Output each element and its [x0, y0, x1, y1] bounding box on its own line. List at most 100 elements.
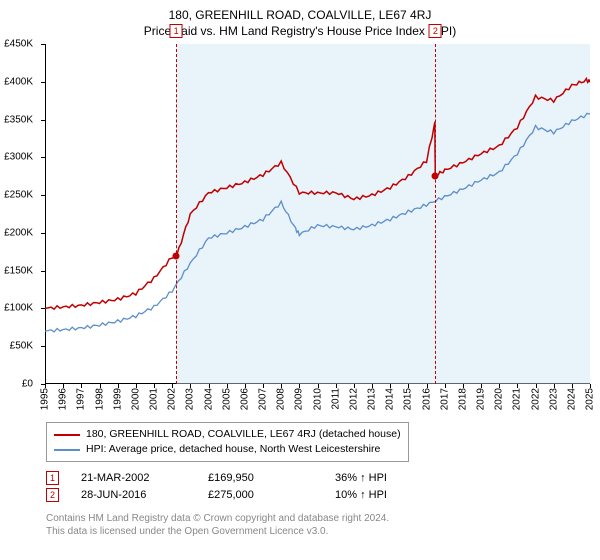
y-tick-label: £100K [0, 303, 33, 314]
x-tick [154, 384, 155, 388]
sale-date: 21-MAR-2002 [81, 472, 186, 484]
x-tick [408, 384, 409, 388]
x-tick-label: 2018 [457, 388, 468, 410]
x-tick [81, 384, 82, 388]
x-tick-label: 2007 [258, 388, 269, 410]
sale-marker-dot [173, 252, 180, 259]
sale-marker-line [435, 44, 436, 384]
chart-svg [45, 44, 590, 384]
x-tick [227, 384, 228, 388]
legend-swatch [54, 449, 80, 451]
x-tick [536, 384, 537, 388]
legend-label: 180, GREENHILL ROAD, COALVILLE, LE67 4RJ… [86, 427, 401, 442]
x-tick-label: 1999 [112, 388, 123, 410]
series-line [45, 79, 590, 310]
legend-item: HPI: Average price, detached house, Nort… [54, 442, 401, 457]
x-tick-label: 2012 [348, 388, 359, 410]
legend-item: 180, GREENHILL ROAD, COALVILLE, LE67 4RJ… [54, 427, 401, 442]
x-tick [427, 384, 428, 388]
x-tick-label: 2021 [512, 388, 523, 410]
x-tick-label: 2019 [476, 388, 487, 410]
x-tick-label: 2014 [385, 388, 396, 410]
x-tick [372, 384, 373, 388]
chart-plot-area: 1995199619971998199920002001200220032004… [45, 44, 590, 384]
x-tick-label: 2023 [548, 388, 559, 410]
y-tick-label: £450K [0, 39, 33, 50]
x-tick [299, 384, 300, 388]
legend: 180, GREENHILL ROAD, COALVILLE, LE67 4RJ… [46, 422, 409, 462]
x-tick [136, 384, 137, 388]
series-line [45, 113, 590, 332]
x-tick-label: 2000 [130, 388, 141, 410]
sale-price: £169,950 [208, 472, 313, 484]
sale-row: 1 21-MAR-2002 £169,950 36% ↑ HPI [46, 471, 590, 485]
y-tick-label: £150K [0, 265, 33, 276]
y-tick-label: £0 [0, 379, 33, 390]
x-tick-label: 2022 [530, 388, 541, 410]
x-tick [517, 384, 518, 388]
sale-marker-box: 2 [429, 24, 442, 38]
sales-table: 1 21-MAR-2002 £169,950 36% ↑ HPI 2 28-JUN-201… [46, 471, 590, 502]
x-tick-label: 2015 [403, 388, 414, 410]
y-tick-label: £200K [0, 227, 33, 238]
x-tick-label: 2017 [439, 388, 450, 410]
x-tick-label: 2006 [239, 388, 250, 410]
x-tick-label: 1996 [58, 388, 69, 410]
x-tick-label: 2001 [149, 388, 160, 410]
x-tick [390, 384, 391, 388]
x-tick [445, 384, 446, 388]
x-tick [554, 384, 555, 388]
sale-marker-box: 1 [170, 24, 183, 38]
x-tick-label: 2005 [221, 388, 232, 410]
x-tick [45, 384, 46, 388]
x-tick [118, 384, 119, 388]
x-tick [245, 384, 246, 388]
chart-title-sub: Price paid vs. HM Land Registry's House … [10, 24, 590, 38]
y-tick-label: £350K [0, 114, 33, 125]
x-tick [172, 384, 173, 388]
x-tick-label: 1997 [76, 388, 87, 410]
x-tick-label: 2016 [421, 388, 432, 410]
sale-row: 228-JUN-2016£275,00010% ↑ HPI [46, 488, 590, 502]
sale-num-box: 1 [46, 471, 59, 485]
sale-marker-line [176, 44, 177, 384]
x-tick [499, 384, 500, 388]
sale-date: 28-JUN-2016 [81, 489, 186, 501]
x-tick [209, 384, 210, 388]
y-tick-label: £250K [0, 190, 33, 201]
x-tick-label: 2020 [494, 388, 505, 410]
x-tick [463, 384, 464, 388]
x-tick-label: 2010 [312, 388, 323, 410]
sale-marker-dot [432, 173, 439, 180]
legend-label: HPI: Average price, detached house, Nort… [86, 442, 380, 457]
y-tick-label: £50K [0, 341, 33, 352]
x-tick [336, 384, 337, 388]
x-tick [481, 384, 482, 388]
x-tick-label: 2009 [294, 388, 305, 410]
x-tick-label: 1998 [94, 388, 105, 410]
x-tick-label: 2025 [585, 388, 596, 410]
footer-line2: This data is licensed under the Open Gov… [46, 525, 590, 538]
y-tick-label: £400K [0, 76, 33, 87]
sale-hpi-delta: 36% ↑ HPI [335, 472, 387, 484]
x-tick-label: 1995 [40, 388, 51, 410]
x-tick [100, 384, 101, 388]
legend-swatch [54, 434, 80, 436]
x-tick-label: 2008 [276, 388, 287, 410]
sale-hpi-delta: 10% ↑ HPI [335, 489, 387, 501]
x-tick-label: 2004 [203, 388, 214, 410]
footer-line1: Contains HM Land Registry data © Crown c… [46, 512, 590, 525]
x-tick [318, 384, 319, 388]
x-tick [190, 384, 191, 388]
chart-title-address: 180, GREENHILL ROAD, COALVILLE, LE67 4RJ [10, 8, 590, 22]
x-tick-label: 2002 [167, 388, 178, 410]
y-tick-label: £300K [0, 152, 33, 163]
x-tick [590, 384, 591, 388]
x-tick [281, 384, 282, 388]
x-tick [63, 384, 64, 388]
x-tick [354, 384, 355, 388]
footer: Contains HM Land Registry data © Crown c… [46, 512, 590, 538]
x-tick-label: 2003 [185, 388, 196, 410]
sale-num-box: 2 [46, 488, 59, 502]
x-tick-label: 2024 [566, 388, 577, 410]
